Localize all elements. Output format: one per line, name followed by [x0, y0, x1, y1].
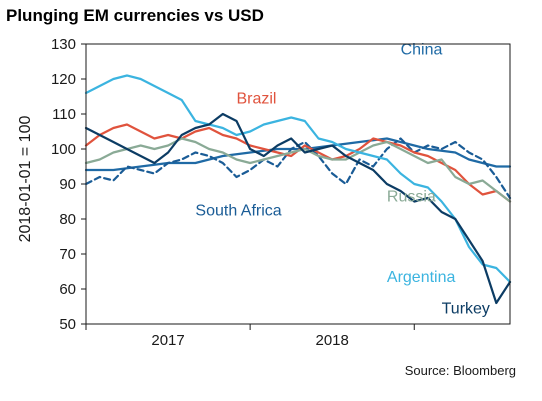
y-tick-label-60: 60	[59, 281, 76, 298]
series-label-china: China	[401, 42, 443, 59]
y-axis: 50 60 70 80 90 100 110 120 130	[51, 36, 86, 333]
y-tick-label-90: 90	[59, 176, 76, 193]
y-tick-label-120: 120	[51, 71, 76, 88]
chart-title: Plunging EM currencies vs USD	[6, 6, 264, 25]
series-labels: China South Africa Brazil Russia Argentina Tu…	[195, 42, 490, 318]
plot-frame	[85, 43, 511, 325]
y-tick-label-130: 130	[51, 36, 76, 53]
y-tick-label-50: 50	[59, 316, 76, 333]
series-line-turkey	[84, 112, 512, 305]
series-label-south-africa: South Africa	[195, 203, 281, 220]
y-tick-label-110: 110	[52, 106, 76, 123]
series-line-russia	[84, 137, 512, 203]
x-axis: 2017 2018	[85, 324, 415, 349]
series-label-russia: Russia	[387, 189, 436, 206]
y-tick-label-80: 80	[59, 211, 76, 228]
series-line-argentina	[84, 74, 512, 284]
y-tick-label-100: 100	[51, 141, 76, 158]
y-axis-label: 2018-01-01 = 100	[17, 116, 34, 243]
x-tick-label-2018: 2018	[316, 332, 349, 349]
y-tick-label-70: 70	[59, 246, 76, 263]
x-tick-label-2017: 2017	[151, 332, 184, 349]
series-line-brazil	[84, 123, 512, 203]
series-label-argentina: Argentina	[387, 269, 456, 286]
series-label-brazil: Brazil	[236, 91, 276, 108]
series-label-turkey: Turkey	[442, 301, 490, 318]
source-note: Source: Bloomberg	[405, 363, 516, 378]
series-lines	[84, 74, 512, 305]
